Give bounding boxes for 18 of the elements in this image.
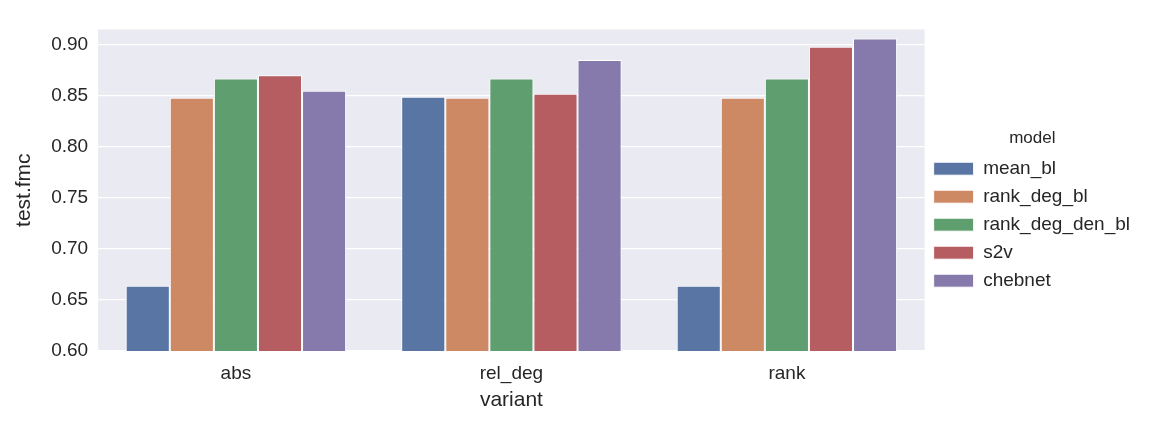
legend-label: mean_bl bbox=[983, 156, 1057, 179]
y-tick-label: 0.80 bbox=[51, 135, 89, 157]
y-tick-label: 0.65 bbox=[51, 288, 89, 310]
y-tick-label: 0.70 bbox=[51, 237, 89, 259]
y-tick-label: 0.75 bbox=[51, 186, 89, 208]
y-axis-title: test.fmc bbox=[11, 153, 35, 227]
x-tick-label: abs bbox=[220, 361, 252, 383]
x-tick-label: rank bbox=[768, 361, 806, 383]
legend-label: rank_deg_den_bl bbox=[983, 212, 1131, 235]
x-axis-title: variant bbox=[479, 387, 544, 411]
legend-title: model bbox=[1009, 127, 1056, 147]
y-tick-label: 0.60 bbox=[51, 339, 89, 361]
y-tick-label: 0.90 bbox=[51, 32, 89, 54]
x-tick-label: rel_deg bbox=[479, 361, 544, 384]
legend-label: chebnet bbox=[983, 268, 1052, 290]
legend-label: rank_deg_bl bbox=[983, 184, 1088, 207]
y-tick-label: 0.85 bbox=[51, 84, 89, 105]
legend-label: s2v bbox=[983, 240, 1014, 262]
